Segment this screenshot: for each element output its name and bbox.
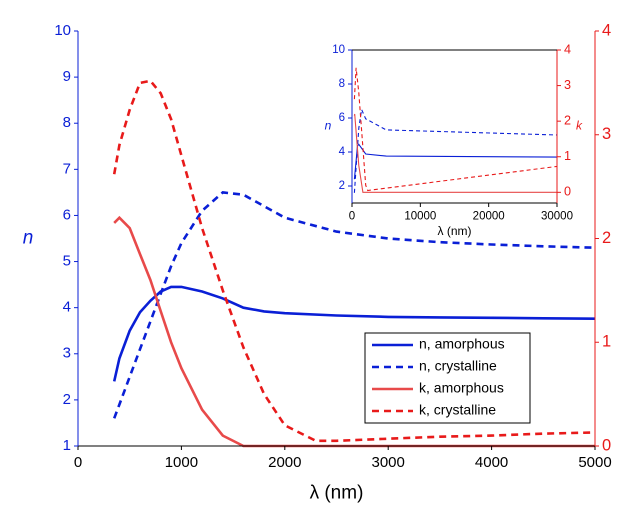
y-tick-label: 5 (63, 253, 71, 270)
x-axis-label: λ (nm) (310, 483, 364, 504)
x-tick-label: 3000 (372, 454, 405, 471)
x-axis-label: λ (nm) (438, 224, 472, 238)
x-tick-label: 1000 (165, 454, 198, 471)
y-tick-label: 8 (63, 114, 71, 131)
y-tick-label: 8 (339, 78, 345, 90)
y2-tick-label: 4 (564, 42, 571, 56)
y2-tick-label: 4 (602, 21, 611, 39)
x-tick-label: 10000 (404, 211, 436, 223)
y-tick-label: 2 (63, 391, 71, 408)
y-tick-label: 6 (63, 206, 71, 223)
y2-tick-label: 0 (602, 436, 611, 454)
legend-label: n, crystalline (419, 358, 497, 374)
series-line (353, 113, 557, 193)
y-tick-label: 1 (63, 437, 71, 454)
legend-label: n, amorphous (419, 336, 505, 352)
x-tick-label: 5000 (578, 454, 611, 471)
y-tick-label: 9 (63, 68, 71, 85)
y-tick-label: 6 (339, 112, 345, 124)
y-tick-label: 10 (54, 22, 71, 39)
y2-tick-label: 3 (564, 78, 571, 92)
y2-tick-label: 0 (564, 185, 571, 199)
y-tick-label: 3 (63, 345, 71, 362)
y-tick-label: 2 (339, 180, 345, 192)
y-axis-label: n (23, 228, 34, 249)
x-tick-label: 4000 (475, 454, 508, 471)
y2-tick-label: 2 (564, 114, 571, 128)
y-tick-label: 10 (332, 44, 345, 56)
y-axis-label: n (325, 119, 332, 133)
inset-background (352, 50, 557, 203)
x-tick-label: 2000 (268, 454, 301, 471)
legend-label: k, crystalline (419, 402, 496, 418)
legend-box (364, 332, 531, 424)
x-tick-label: 0 (74, 454, 82, 471)
x-tick-label: 30000 (541, 211, 573, 223)
y2-tick-label: 1 (602, 333, 611, 351)
series-line (353, 143, 558, 180)
y2-tick-label: 2 (602, 229, 611, 247)
y-tick-label: 7 (63, 160, 71, 177)
x-tick-label: 0 (349, 211, 355, 223)
legend-label: k, amorphous (419, 380, 504, 396)
y2-tick-label: 3 (602, 125, 611, 143)
series-line (112, 191, 596, 419)
y-tick-label: 4 (339, 146, 346, 158)
series-line (112, 285, 596, 382)
y-tick-label: 4 (63, 299, 71, 316)
x-tick-label: 20000 (473, 211, 505, 223)
series-line (112, 79, 596, 443)
y2-axis-label: k (576, 119, 583, 133)
y2-tick-label: 1 (564, 149, 571, 163)
